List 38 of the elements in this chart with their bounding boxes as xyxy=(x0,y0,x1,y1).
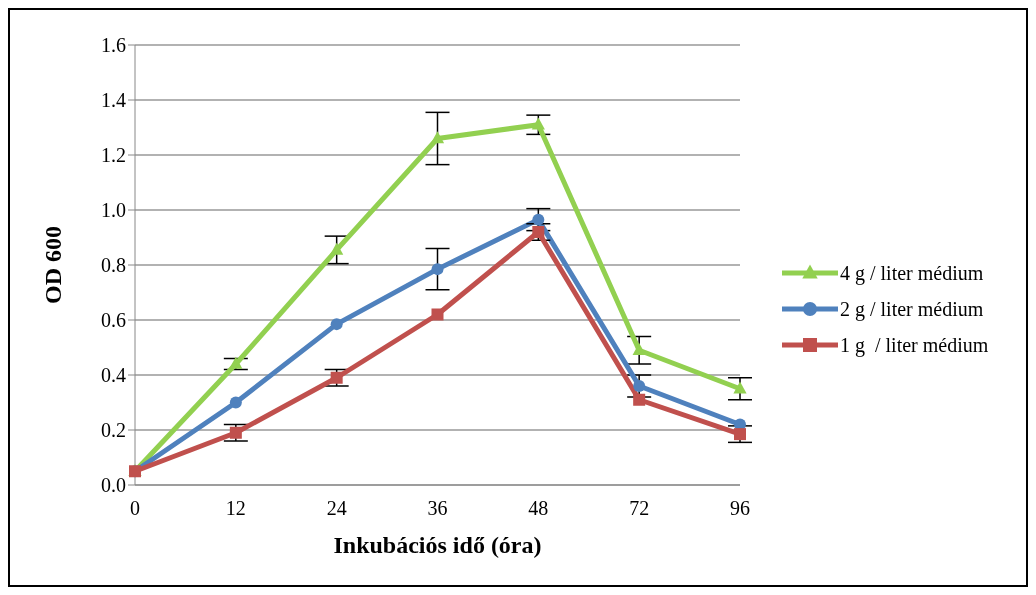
y-tick-label: 0.8 xyxy=(101,254,126,277)
point xyxy=(229,426,242,439)
point xyxy=(632,343,646,356)
x-tick-label: 72 xyxy=(629,497,650,520)
point xyxy=(734,428,746,441)
point xyxy=(633,393,646,406)
point xyxy=(430,131,445,144)
x-tick-label: 0 xyxy=(130,497,140,520)
point xyxy=(633,380,646,392)
y-tick-label: 0.2 xyxy=(101,419,126,442)
x-axis-title: Inkubációs idő (óra) xyxy=(333,532,542,558)
x-tick-label: 36 xyxy=(427,497,448,520)
point xyxy=(229,356,243,369)
point xyxy=(330,318,343,331)
y-tick-label: 1.6 xyxy=(101,34,126,57)
point xyxy=(330,242,344,255)
point xyxy=(532,213,545,226)
legend-label: 4 g / liter médium xyxy=(840,261,984,285)
legend-label: 2 g / liter médium xyxy=(840,297,984,321)
point xyxy=(330,371,343,384)
point xyxy=(733,381,747,394)
point xyxy=(531,117,545,130)
y-tick-label: 0.4 xyxy=(101,364,126,387)
point xyxy=(431,263,444,276)
y-tick-label: 0.0 xyxy=(101,474,126,497)
x-tick-label: 96 xyxy=(730,497,750,520)
x-tick-label: 12 xyxy=(225,497,246,520)
y-tick-label: 1.0 xyxy=(101,199,126,222)
legend-label: 1 g / liter médium xyxy=(840,333,989,357)
point xyxy=(431,308,444,321)
y-tick-label: 1.4 xyxy=(101,89,126,112)
x-tick-label: 24 xyxy=(326,497,347,520)
point xyxy=(229,396,242,409)
point xyxy=(532,226,545,238)
y-tick-label: 1.2 xyxy=(101,144,126,167)
y-axis-title: OD 600 xyxy=(39,226,66,304)
y-tick-label: 0.6 xyxy=(101,309,126,332)
x-tick-label: 48 xyxy=(528,497,549,520)
